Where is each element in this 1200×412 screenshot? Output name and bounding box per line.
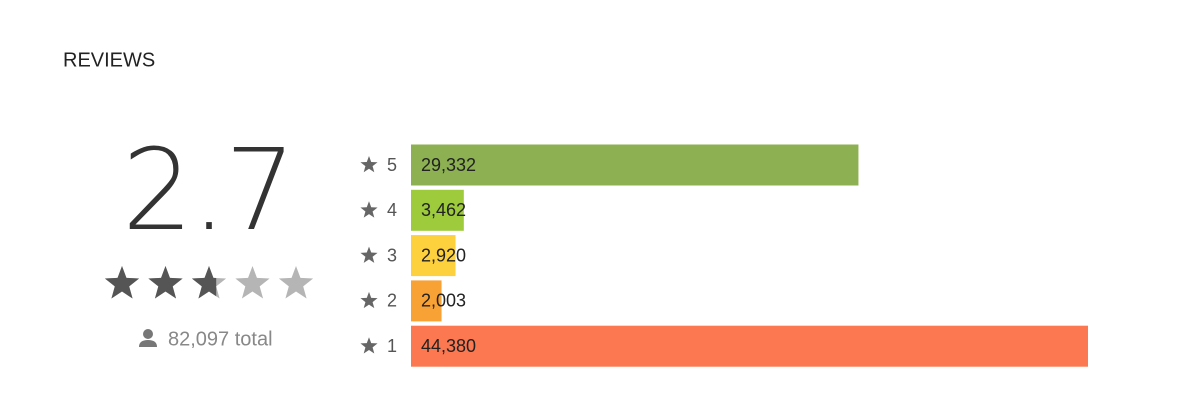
section-title: REVIEWS xyxy=(63,49,155,71)
star-filled xyxy=(148,266,183,299)
count-label: 3,462 xyxy=(421,200,466,220)
star-empty xyxy=(235,266,270,299)
star-filled xyxy=(104,266,140,299)
star-level: 4 xyxy=(387,200,397,220)
count-label: 2,920 xyxy=(421,245,466,265)
count-label: 2,003 xyxy=(421,291,466,311)
bar xyxy=(411,280,442,322)
star-filled xyxy=(191,266,217,299)
count-label: 29,332 xyxy=(421,155,476,175)
row-star-icon xyxy=(360,337,378,354)
bar xyxy=(411,235,456,277)
star-level: 3 xyxy=(387,245,397,265)
row-star-icon xyxy=(360,291,378,309)
row-star-icon xyxy=(360,246,378,263)
bar xyxy=(411,325,1088,367)
score: 2.7 xyxy=(122,126,294,256)
person-icon xyxy=(139,329,157,347)
star-level: 5 xyxy=(387,155,397,175)
bar xyxy=(411,189,464,231)
row-star-icon xyxy=(360,156,378,173)
count-label: 44,380 xyxy=(421,336,476,356)
star-level: 2 xyxy=(387,291,397,311)
star-empty xyxy=(278,266,314,299)
bar xyxy=(411,144,859,186)
row-star-icon xyxy=(360,201,378,218)
total: 82,097 total xyxy=(168,328,273,350)
star-level: 1 xyxy=(387,336,397,356)
